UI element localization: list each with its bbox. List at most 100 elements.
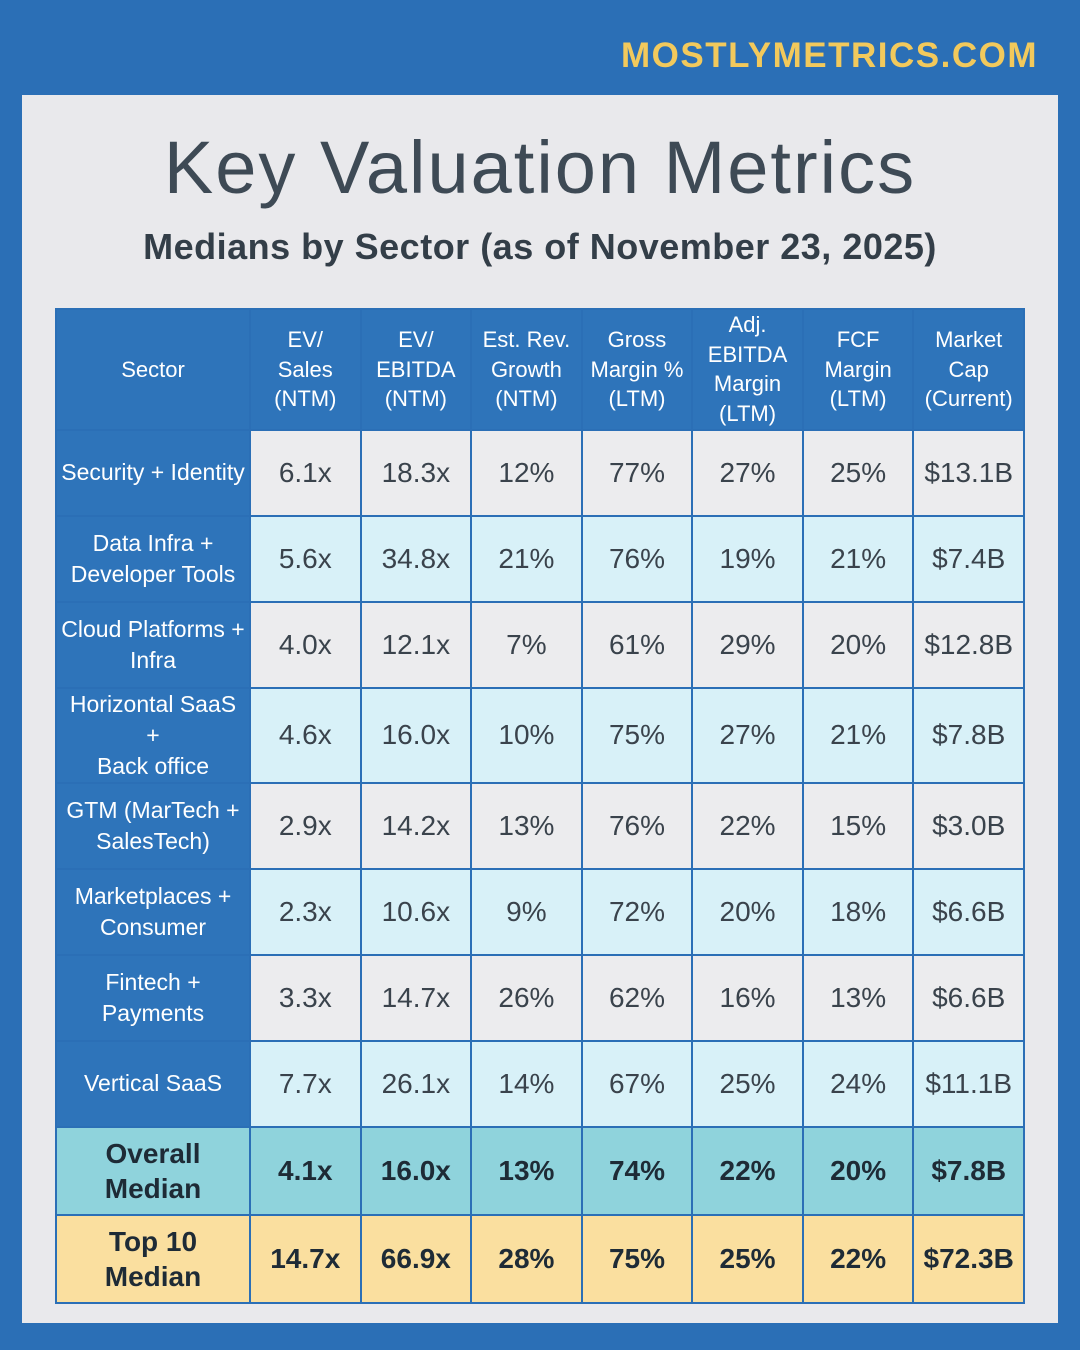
metric-cell: $3.0B	[912, 781, 1025, 870]
metric-cell: 4.0x	[249, 600, 362, 689]
table-row: GTM (MarTech + SalesTech) 2.9x 14.2x 13% 76%…	[55, 781, 1025, 870]
sector-cell: GTM (MarTech + SalesTech)	[55, 781, 251, 870]
metric-cell: 21%	[801, 514, 915, 603]
header-sector: Sector	[55, 308, 251, 431]
summary-label-cell: Overall Median	[55, 1125, 251, 1216]
metric-cell: 16%	[691, 953, 804, 1042]
metric-cell: $11.1B	[912, 1039, 1025, 1128]
sector-cell: Cloud Platforms + Infra	[55, 600, 251, 689]
summary-row: Overall Median 4.1x 16.0x 13% 74% 22% 20% $7.8B	[55, 1125, 1025, 1216]
header-metric: EV/ EBITDA (NTM)	[359, 308, 473, 431]
metric-cell: 72%	[580, 867, 694, 956]
table-row: Fintech + Payments 3.3x 14.7x 26% 62% 16% 13% $…	[55, 953, 1025, 1042]
metric-cell: 62%	[580, 953, 694, 1042]
summary-metric-cell: 14.7x	[249, 1213, 362, 1304]
header-metric: Market Cap (Current)	[912, 308, 1025, 431]
header-metric: EV/ Sales (NTM)	[249, 308, 362, 431]
metric-cell: 27%	[691, 428, 804, 517]
metric-cell: 26.1x	[359, 1039, 473, 1128]
metric-cell: 2.3x	[249, 867, 362, 956]
table-row: Vertical SaaS 7.7x 26.1x 14% 67% 25% 24% $11.1B	[55, 1039, 1025, 1128]
metric-cell: 61%	[580, 600, 694, 689]
table-header: Sector EV/ Sales (NTM) EV/ EBITDA (NTM) Est…	[55, 308, 1025, 431]
sector-cell: Fintech + Payments	[55, 953, 251, 1042]
metric-cell: 19%	[691, 514, 804, 603]
header-metric: Est. Rev. Growth (NTM)	[470, 308, 583, 431]
metric-cell: 14.7x	[359, 953, 473, 1042]
metric-cell: 25%	[691, 1039, 804, 1128]
metric-cell: 2.9x	[249, 781, 362, 870]
summary-label-cell: Top 10 Median	[55, 1213, 251, 1304]
summary-metric-cell: 28%	[470, 1213, 583, 1304]
sector-cell: Marketplaces + Consumer	[55, 867, 251, 956]
metric-cell: 7%	[470, 600, 583, 689]
brand-logo: MOSTLYMETRICS.COM	[621, 36, 1038, 75]
metric-cell: 18.3x	[359, 428, 473, 517]
metric-cell: 21%	[470, 514, 583, 603]
summary-metric-cell: 22%	[691, 1125, 804, 1216]
summary-metric-cell: 74%	[580, 1125, 694, 1216]
metric-cell: 10%	[470, 686, 583, 784]
header-metric: Gross Margin % (LTM)	[580, 308, 694, 431]
table-row: Marketplaces + Consumer 2.3x 10.6x 9% 72% 20%…	[55, 867, 1025, 956]
metric-cell: 9%	[470, 867, 583, 956]
metric-cell: $12.8B	[912, 600, 1025, 689]
metric-cell: 24%	[801, 1039, 915, 1128]
metric-cell: $7.4B	[912, 514, 1025, 603]
page-title: Key Valuation Metrics	[163, 126, 917, 209]
metric-cell: 4.6x	[249, 686, 362, 784]
sector-cell: Vertical SaaS	[55, 1039, 251, 1128]
metric-cell: 3.3x	[249, 953, 362, 1042]
metric-cell: 16.0x	[359, 686, 473, 784]
page-subtitle: Medians by Sector (as of November 23, 20…	[143, 226, 937, 267]
metric-cell: 20%	[801, 600, 915, 689]
metric-cell: 15%	[801, 781, 915, 870]
metric-cell: 27%	[691, 686, 804, 784]
header-metric: FCF Margin (LTM)	[801, 308, 915, 431]
metric-cell: $6.6B	[912, 867, 1025, 956]
table-row: Security + Identity 6.1x 18.3x 12% 77% 27% 25%…	[55, 428, 1025, 517]
metric-cell: 75%	[580, 686, 694, 784]
metric-cell: 12.1x	[359, 600, 473, 689]
table-body: Security + Identity 6.1x 18.3x 12% 77% 27% 25%…	[55, 428, 1025, 1304]
summary-metric-cell: 22%	[801, 1213, 915, 1304]
metric-cell: 6.1x	[249, 428, 362, 517]
valuation-metrics-table: Sector EV/ Sales (NTM) EV/ EBITDA (NTM) Est…	[55, 308, 1025, 1304]
table-row: Data Infra + Developer Tools 5.6x 34.8x 21%…	[55, 514, 1025, 603]
sector-cell: Horizontal SaaS + Back office	[55, 686, 251, 784]
metric-cell: 76%	[580, 514, 694, 603]
header-row: Sector EV/ Sales (NTM) EV/ EBITDA (NTM) Est…	[55, 308, 1025, 431]
metric-cell: $6.6B	[912, 953, 1025, 1042]
sector-cell: Data Infra + Developer Tools	[55, 514, 251, 603]
metric-cell: $13.1B	[912, 428, 1025, 517]
sector-cell: Security + Identity	[55, 428, 251, 517]
summary-metric-cell: $7.8B	[912, 1125, 1025, 1216]
summary-metric-cell: 20%	[801, 1125, 915, 1216]
metric-cell: 76%	[580, 781, 694, 870]
summary-metric-cell: 13%	[470, 1125, 583, 1216]
metric-cell: 14.2x	[359, 781, 473, 870]
summary-metric-cell: 4.1x	[249, 1125, 362, 1216]
metric-cell: 5.6x	[249, 514, 362, 603]
metric-cell: 77%	[580, 428, 694, 517]
metric-cell: 10.6x	[359, 867, 473, 956]
metric-cell: 21%	[801, 686, 915, 784]
metric-cell: 29%	[691, 600, 804, 689]
metric-cell: 25%	[801, 428, 915, 517]
metric-cell: 34.8x	[359, 514, 473, 603]
summary-metric-cell: 25%	[691, 1213, 804, 1304]
metric-cell: 22%	[691, 781, 804, 870]
metric-cell: 14%	[470, 1039, 583, 1128]
table-row: Cloud Platforms + Infra 4.0x 12.1x 7% 61% 29%…	[55, 600, 1025, 689]
metric-cell: 12%	[470, 428, 583, 517]
metric-cell: 18%	[801, 867, 915, 956]
summary-metric-cell: $72.3B	[912, 1213, 1025, 1304]
header-metric: Adj. EBITDA Margin (LTM)	[691, 308, 804, 431]
metric-cell: 7.7x	[249, 1039, 362, 1128]
table-row: Horizontal SaaS + Back office 4.6x 16.0x 10…	[55, 686, 1025, 784]
summary-metric-cell: 16.0x	[359, 1125, 473, 1216]
metric-cell: 67%	[580, 1039, 694, 1128]
content-panel: Key Valuation Metrics Medians by Sector …	[22, 95, 1058, 1323]
metric-cell: 13%	[470, 781, 583, 870]
summary-metric-cell: 75%	[580, 1213, 694, 1304]
